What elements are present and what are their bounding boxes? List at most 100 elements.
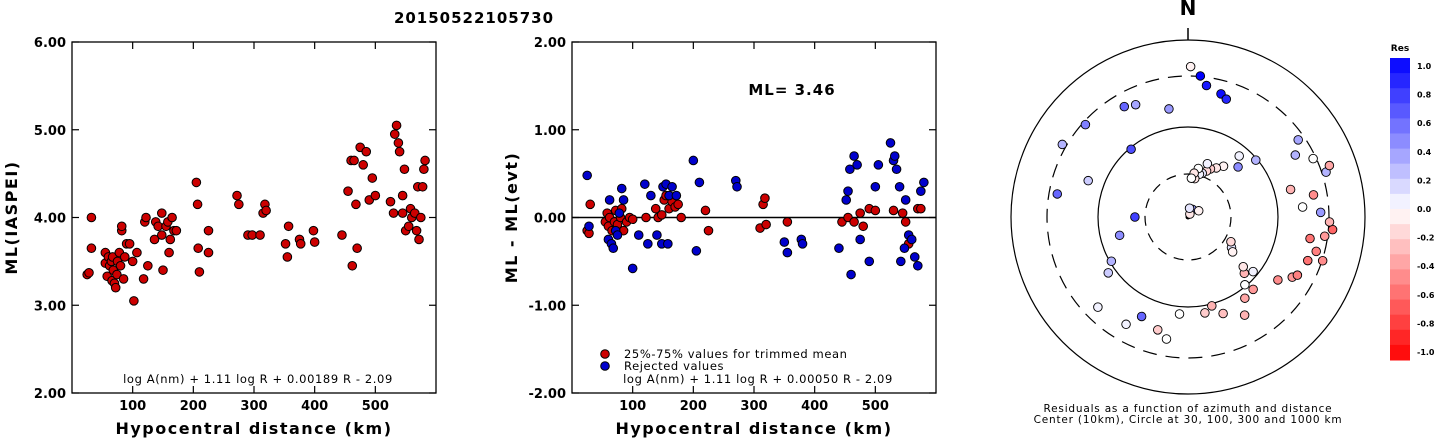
station-point xyxy=(1233,162,1243,172)
data-point xyxy=(127,256,138,267)
y-tick-label: 2.00 xyxy=(534,36,566,51)
data-point xyxy=(337,230,347,240)
data-point xyxy=(403,221,414,232)
x-tick-label: 200 xyxy=(680,399,707,414)
x-tick-label: 300 xyxy=(740,399,767,414)
station-point xyxy=(1130,99,1141,110)
data-point xyxy=(394,146,405,157)
rejected-point xyxy=(694,177,705,188)
data-point xyxy=(156,208,167,218)
data-point xyxy=(203,247,214,258)
colorbar-segment xyxy=(1390,163,1410,180)
trimmed-point xyxy=(703,225,714,236)
formula-text: log A(nm) + 1.11 log R + 0.00050 R - 2.0… xyxy=(623,372,893,386)
rejected-point xyxy=(913,260,923,271)
data-point xyxy=(119,252,130,262)
data-point xyxy=(112,269,122,280)
data-point xyxy=(194,267,205,277)
data-point xyxy=(351,199,361,210)
colorbar-segment xyxy=(1390,148,1410,165)
data-point xyxy=(116,221,127,232)
rejected-point xyxy=(894,181,905,192)
station-point xyxy=(1324,160,1335,171)
rejected-point xyxy=(643,239,653,249)
colorbar-segment xyxy=(1390,178,1410,195)
rejected-point xyxy=(797,239,808,249)
ml-annotation: ML= 3.46 xyxy=(748,81,835,99)
trimmed-point xyxy=(782,217,793,227)
residual-vs-distance-panel: -2.00 -1.00 0.00 1.00 2.00 100 200 300 400 500 Hyp… xyxy=(502,36,937,438)
data-point xyxy=(141,212,151,223)
station-point xyxy=(1297,202,1308,212)
station-point xyxy=(1121,319,1131,330)
data-point xyxy=(118,274,129,284)
data-point xyxy=(261,205,271,216)
data-point xyxy=(280,239,291,249)
colorbar-segment xyxy=(1390,239,1410,255)
rejected-point xyxy=(834,243,844,254)
data-point xyxy=(234,199,244,210)
colorbar-tick-label: -0.2 xyxy=(1417,234,1435,243)
colorbar-segment xyxy=(1390,88,1410,104)
trimmed-point xyxy=(888,205,899,216)
data-point xyxy=(389,129,400,139)
station-point xyxy=(1293,135,1303,145)
x-tick-label: 400 xyxy=(801,399,828,414)
rejected-point xyxy=(896,256,906,267)
trimmed-point xyxy=(585,199,596,210)
data-point xyxy=(192,199,203,210)
station-point xyxy=(1290,150,1301,160)
data-point xyxy=(153,221,163,232)
station-point xyxy=(1103,268,1114,278)
rejected-point xyxy=(864,256,875,267)
data-point xyxy=(203,225,214,236)
x-axis-label: Hypocentral distance (km) xyxy=(115,419,392,438)
rejected-point xyxy=(846,269,856,280)
trimmed-point xyxy=(855,208,865,218)
plot-frame xyxy=(71,41,437,394)
colorbar-segment xyxy=(1390,209,1410,225)
data-point xyxy=(399,164,410,175)
data-point xyxy=(309,237,320,247)
rejected-point xyxy=(614,208,625,218)
station-point xyxy=(1311,246,1321,257)
data-point xyxy=(132,247,142,258)
rejected-point xyxy=(899,243,910,254)
station-point xyxy=(1324,217,1335,227)
y-tick-label: 5.00 xyxy=(34,124,66,139)
station-point xyxy=(1126,144,1136,154)
station-point xyxy=(1319,231,1330,241)
station-point xyxy=(1136,311,1147,322)
figure-title: 20150522105730 xyxy=(394,9,554,27)
trimmed-point xyxy=(849,217,859,227)
y-axis-label: ML(IASPEI) xyxy=(2,160,21,274)
rejected-point xyxy=(841,195,852,205)
station-point xyxy=(1174,309,1185,319)
station-point xyxy=(1195,71,1206,81)
station-point xyxy=(1185,61,1196,72)
rejected-point xyxy=(640,179,650,189)
trimmed-point xyxy=(900,217,911,227)
y-tick-label: 2.00 xyxy=(34,387,66,402)
station-point xyxy=(1184,203,1195,214)
data-point xyxy=(84,267,94,278)
station-point xyxy=(1106,256,1117,267)
trimmed-point xyxy=(760,193,770,203)
rejected-point xyxy=(900,195,911,205)
rejected-point xyxy=(604,195,615,205)
data-point xyxy=(391,120,402,131)
colorbar-segment xyxy=(1390,133,1410,150)
rejected-point xyxy=(612,230,623,240)
rejected-point xyxy=(852,160,862,170)
rejected-point xyxy=(849,151,859,161)
data-point xyxy=(193,243,203,254)
colorbar-segment xyxy=(1390,73,1410,89)
station-point xyxy=(1308,153,1318,164)
rejected-point xyxy=(891,164,902,175)
x-tick-label: 400 xyxy=(301,399,328,414)
data-point xyxy=(349,155,359,166)
rejected-point xyxy=(608,243,619,254)
rejected-point xyxy=(885,138,896,148)
x-tick-label: 300 xyxy=(240,399,267,414)
data-point xyxy=(165,234,176,245)
